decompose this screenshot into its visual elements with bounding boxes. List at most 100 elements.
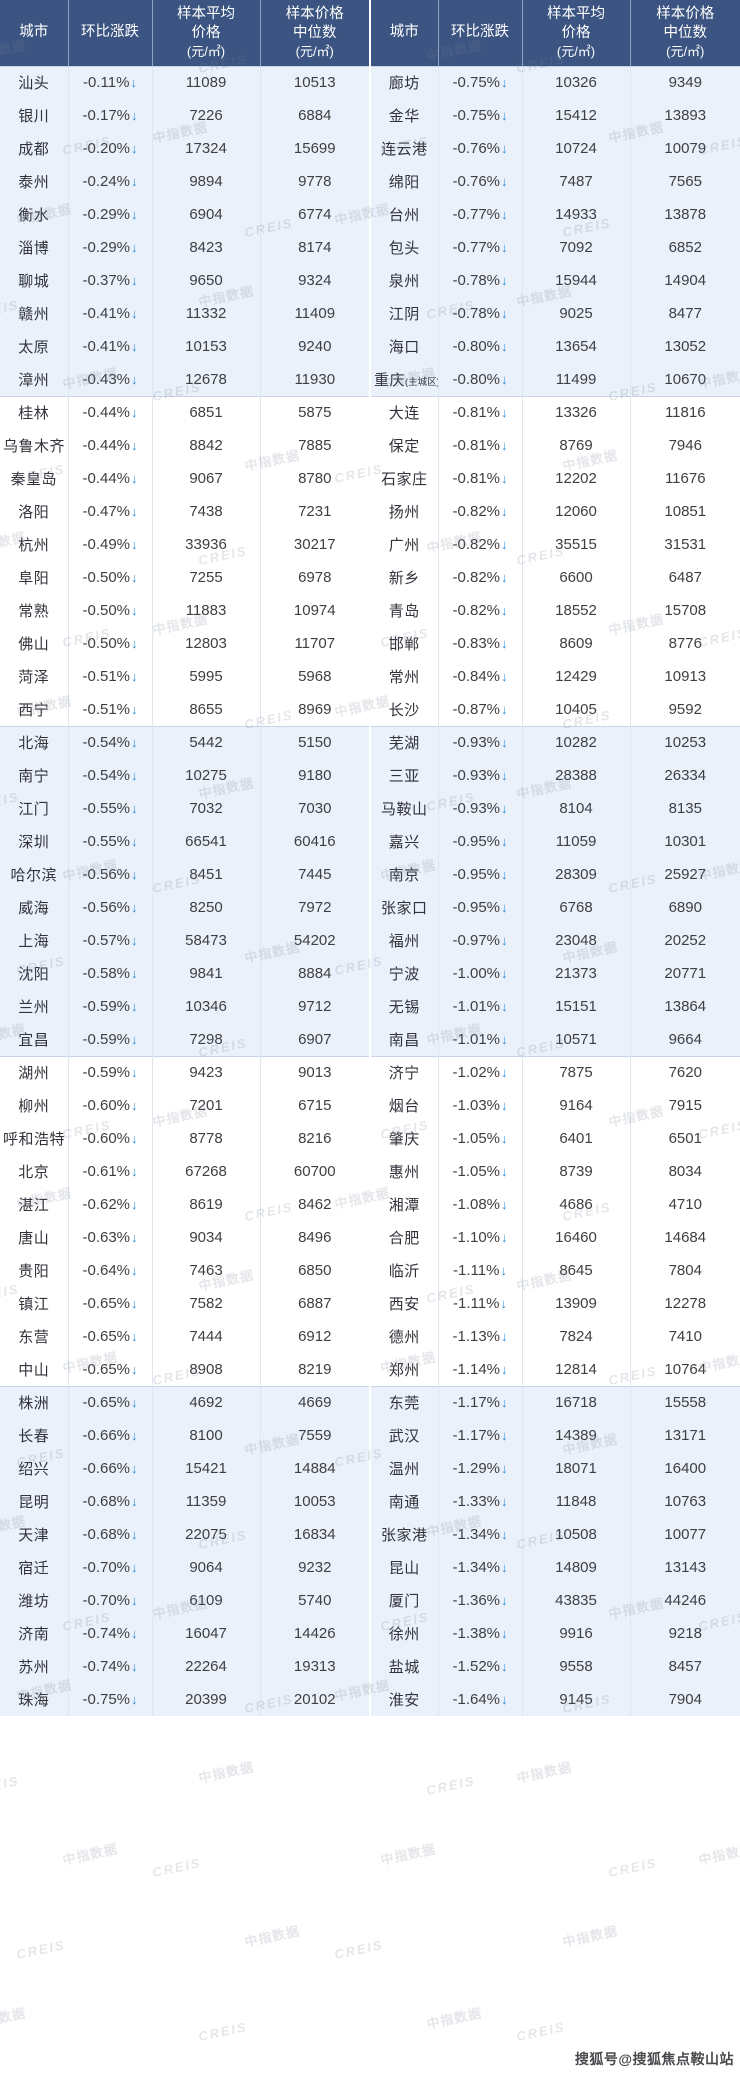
cell-avg-price: 11883 — [152, 594, 261, 627]
arrow-down-icon: ↓ — [131, 1428, 138, 1443]
cell-median-price: 7231 — [260, 495, 371, 528]
cell-change: -1.02%↓ — [438, 1055, 523, 1089]
table-row: 镇江 -0.65%↓ 7582 6887 西安 -1.11%↓ 13909 12278 — [0, 1287, 740, 1320]
cell-median-price: 7904 — [630, 1683, 740, 1716]
header-med-unit: (元/㎡) — [666, 44, 705, 60]
table-row: 沈阳 -0.58%↓ 9841 8884 宁波 -1.00%↓ 21373 20771 — [0, 957, 740, 990]
cell-avg-price: 58473 — [152, 924, 261, 957]
cell-median-price: 6884 — [260, 99, 371, 132]
table-row: 天津 -0.68%↓ 22075 16834 张家港 -1.34%↓ 10508 10077 — [0, 1518, 740, 1551]
cell-city: 武汉 — [370, 1419, 439, 1452]
arrow-down-icon: ↓ — [501, 537, 508, 552]
cell-median-price: 7972 — [260, 891, 371, 924]
cell-avg-price: 12814 — [522, 1353, 631, 1386]
cell-median-price: 7946 — [630, 429, 740, 462]
cell-avg-price: 10326 — [522, 66, 631, 99]
watermark-text: 中指数据 — [243, 1923, 302, 1950]
cell-city: 烟台 — [370, 1089, 439, 1122]
header-avg-price-right: 样本平均 价格 (元/㎡) — [522, 0, 631, 67]
cell-city: 聊城 — [0, 264, 69, 297]
arrow-down-icon: ↓ — [131, 1230, 138, 1245]
cell-median-price: 10764 — [630, 1353, 740, 1386]
cell-change: -0.97%↓ — [438, 924, 523, 957]
watermark-text: 中指数据 — [0, 2005, 28, 2032]
cell-city: 新乡 — [370, 561, 439, 594]
cell-median-price: 9592 — [630, 693, 740, 726]
arrow-down-icon: ↓ — [131, 966, 138, 981]
cell-city: 泰州 — [0, 165, 69, 198]
header-avg-unit: (元/㎡) — [186, 44, 226, 60]
cell-avg-price: 7463 — [152, 1254, 261, 1287]
cell-median-price: 6852 — [630, 231, 740, 264]
cell-avg-price: 8100 — [152, 1419, 261, 1452]
cell-median-price: 7885 — [260, 429, 371, 462]
cell-median-price: 4669 — [260, 1385, 371, 1419]
cell-median-price: 6487 — [630, 561, 740, 594]
cell-avg-price: 15421 — [152, 1452, 261, 1485]
arrow-down-icon: ↓ — [501, 273, 508, 288]
cell-change: -1.14%↓ — [438, 1353, 523, 1386]
cell-median-price: 10974 — [260, 594, 371, 627]
cell-city: 常州 — [370, 660, 439, 693]
cell-avg-price: 15151 — [522, 990, 631, 1023]
cell-median-price: 11409 — [260, 297, 371, 330]
cell-median-price: 13171 — [630, 1419, 740, 1452]
arrow-down-icon: ↓ — [131, 471, 138, 486]
cell-median-price: 13893 — [630, 99, 740, 132]
cell-avg-price: 7438 — [152, 495, 261, 528]
cell-avg-price: 8842 — [152, 429, 261, 462]
table-row: 乌鲁木齐 -0.44%↓ 8842 7885 保定 -0.81%↓ 8769 7946 — [0, 429, 740, 462]
cell-avg-price: 12803 — [152, 627, 261, 660]
cell-change: -0.47%↓ — [68, 495, 153, 528]
cell-avg-price: 7444 — [152, 1320, 261, 1353]
table-row: 威海 -0.56%↓ 8250 7972 张家口 -0.95%↓ 6768 6890 — [0, 891, 740, 924]
header-med-unit: (元/㎡) — [295, 44, 334, 60]
table-row: 湖州 -0.59%↓ 9423 9013 济宁 -1.02%↓ 7875 7620 — [0, 1055, 740, 1089]
arrow-down-icon: ↓ — [131, 1593, 138, 1608]
cell-city: 芜湖 — [370, 725, 439, 759]
cell-avg-price: 23048 — [522, 924, 631, 957]
cell-avg-price: 4686 — [522, 1188, 631, 1221]
cell-change: -0.74%↓ — [68, 1650, 153, 1683]
arrow-down-icon: ↓ — [501, 75, 508, 91]
cell-avg-price: 8739 — [522, 1155, 631, 1188]
arrow-down-icon: ↓ — [131, 1197, 138, 1212]
cell-change: -0.50%↓ — [68, 627, 153, 660]
arrow-down-icon: ↓ — [501, 240, 508, 255]
cell-avg-price: 11359 — [152, 1485, 261, 1518]
cell-city: 西宁 — [0, 693, 69, 726]
cell-change: -0.68%↓ — [68, 1518, 153, 1551]
table-row: 宿迁 -0.70%↓ 9064 9232 昆山 -1.34%↓ 14809 13143 — [0, 1551, 740, 1584]
cell-city: 邯郸 — [370, 627, 439, 660]
cell-city: 扬州 — [370, 495, 439, 528]
watermark-text: CREIS — [606, 1854, 659, 1881]
cell-avg-price: 8250 — [152, 891, 261, 924]
cell-city: 泉州 — [370, 264, 439, 297]
cell-avg-price: 9558 — [522, 1650, 631, 1683]
cell-city: 威海 — [0, 891, 69, 924]
arrow-down-icon: ↓ — [501, 999, 508, 1014]
cell-avg-price: 11332 — [152, 297, 261, 330]
cell-city: 哈尔滨 — [0, 858, 69, 891]
cell-change: -0.50%↓ — [68, 594, 153, 627]
arrow-down-icon: ↓ — [501, 701, 508, 717]
cell-avg-price: 6904 — [152, 198, 261, 231]
cell-change: -0.57%↓ — [68, 924, 153, 957]
cell-city: 湛江 — [0, 1188, 69, 1221]
arrow-down-icon: ↓ — [501, 141, 508, 156]
cell-city: 昆山 — [370, 1551, 439, 1584]
cell-avg-price: 9164 — [522, 1089, 631, 1122]
cell-city: 宁波 — [370, 957, 439, 990]
table-row: 江门 -0.55%↓ 7032 7030 马鞍山 -0.93%↓ 8104 8135 — [0, 792, 740, 825]
cell-city: 桂林 — [0, 395, 69, 429]
watermark-text: 中指数据 — [379, 1841, 438, 1868]
cell-avg-price: 10282 — [522, 725, 631, 759]
cell-median-price: 20252 — [630, 924, 740, 957]
table-row: 上海 -0.57%↓ 58473 54202 福州 -0.97%↓ 23048 20252 — [0, 924, 740, 957]
cell-city: 阜阳 — [0, 561, 69, 594]
cell-median-price: 6912 — [260, 1320, 371, 1353]
cell-change: -1.29%↓ — [438, 1452, 523, 1485]
watermark-text: CREIS — [514, 2018, 567, 2045]
cell-change: -0.78%↓ — [438, 297, 523, 330]
